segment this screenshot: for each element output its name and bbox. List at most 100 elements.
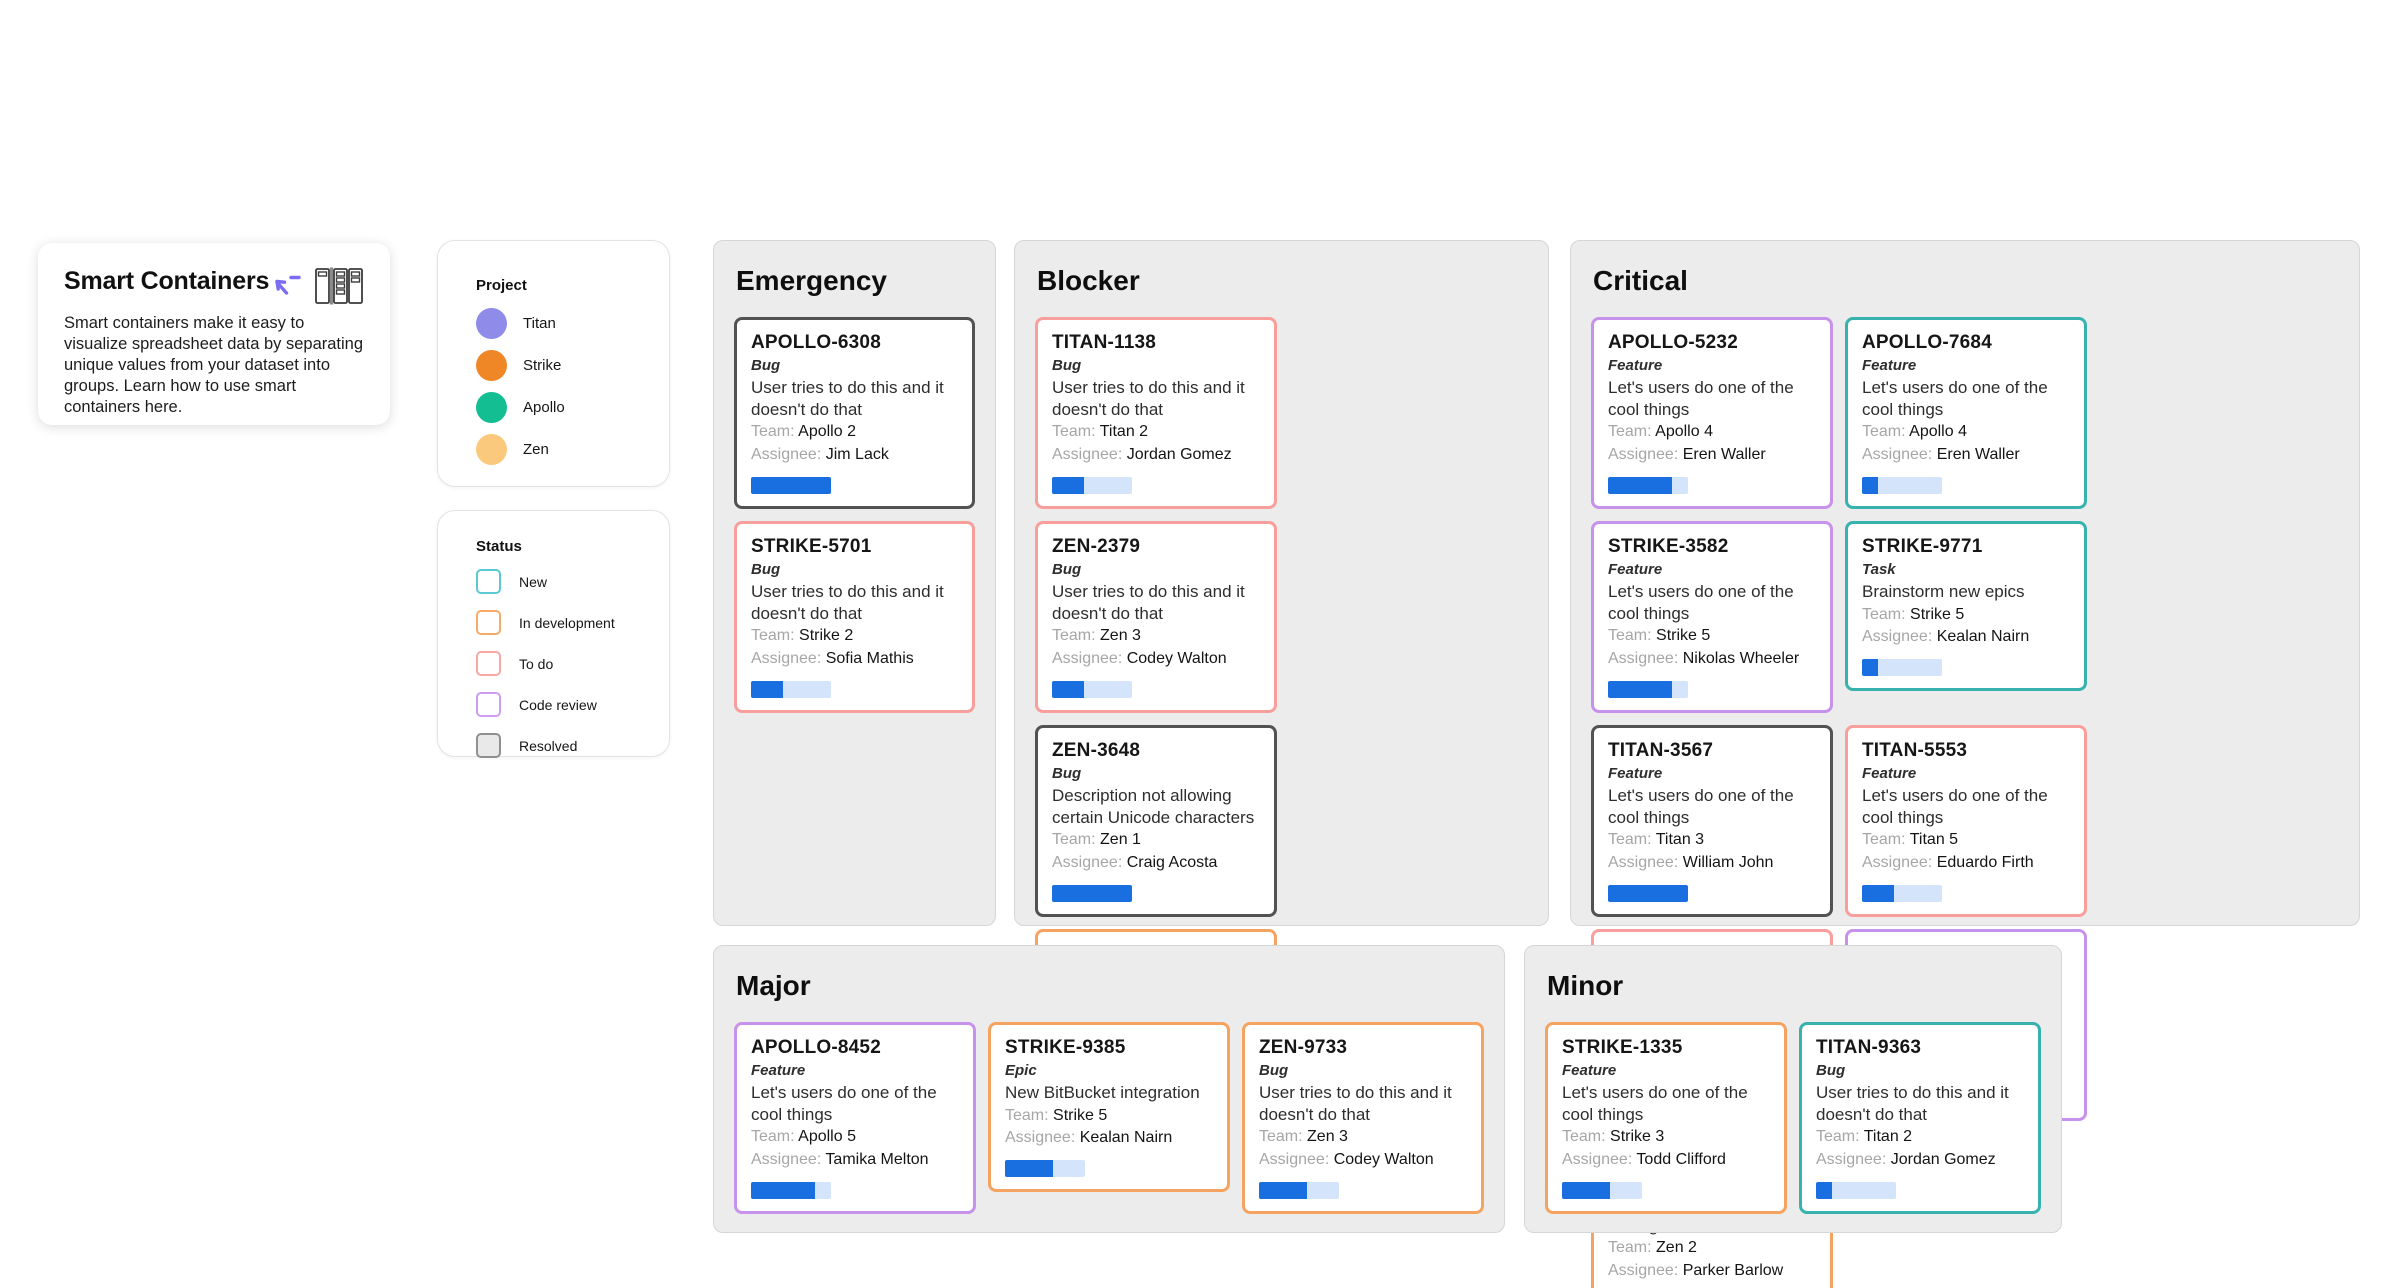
issue-type: Bug xyxy=(1816,1062,1846,1079)
issue-id: TITAN-9363 xyxy=(1816,1037,1922,1058)
group-minor: Minor STRIKE-1335 Feature Let's users do… xyxy=(1524,945,2062,1233)
team-label: Team: xyxy=(751,1128,795,1146)
assignee-value: Codey Walton xyxy=(1333,1150,1434,1168)
assignee-label: Assignee: xyxy=(1562,1150,1633,1168)
team-label: Team: xyxy=(1816,1128,1860,1146)
issue-card-apollo-5232[interactable]: APOLLO-5232 Feature Let's users do one o… xyxy=(1591,317,1833,509)
info-card-title: Smart Containers xyxy=(64,267,270,295)
progress-fill xyxy=(751,681,783,698)
assignee-value: Jim Lack xyxy=(825,445,889,463)
progress-fill xyxy=(1052,885,1132,902)
issue-id: ZEN-2379 xyxy=(1052,536,1141,557)
issue-type: Feature xyxy=(1608,357,1663,374)
strike-color-swatch xyxy=(476,350,507,381)
progress-fill xyxy=(1816,1182,1832,1199)
issue-type: Bug xyxy=(751,561,781,578)
issue-assignee: Assignee: Jordan Gomez xyxy=(1052,444,1260,465)
issue-card-titan-3567[interactable]: TITAN-3567 Feature Let's users do one of… xyxy=(1591,725,1833,917)
team-label: Team: xyxy=(1005,1106,1049,1124)
issue-card-apollo-7684[interactable]: APOLLO-7684 Feature Let's users do one o… xyxy=(1845,317,2087,509)
issue-card-strike-9385[interactable]: STRIKE-9385 Epic New BitBucket integrati… xyxy=(988,1022,1230,1192)
assignee-label: Assignee: xyxy=(751,445,822,463)
group-title: Blocker xyxy=(1037,265,1140,296)
issue-team: Team: Strike 5 xyxy=(1608,625,1816,646)
assignee-label: Assignee: xyxy=(1862,628,1933,646)
status-legend: Status New In development To do Code rev… xyxy=(437,510,670,758)
legend-label: Apollo xyxy=(523,399,565,416)
group-emergency: Emergency APOLLO-6308 Bug User tries to … xyxy=(713,240,996,926)
group-critical: Critical APOLLO-5232 Feature Let's users… xyxy=(1570,240,2360,1288)
new-status-swatch xyxy=(476,569,501,594)
issue-id: STRIKE-9385 xyxy=(1005,1037,1126,1058)
progress-fill xyxy=(1608,885,1688,902)
titan-color-swatch xyxy=(476,308,507,339)
issue-assignee: Assignee: William John xyxy=(1608,852,1816,873)
progress-bar xyxy=(1816,1182,1896,1199)
legend-item-zen: Zen xyxy=(476,434,669,465)
issue-card-zen-3648[interactable]: ZEN-3648 Bug Description not allowing ce… xyxy=(1035,725,1277,917)
progress-bar xyxy=(1052,885,1132,902)
issue-description: User tries to do this and it doesn't do … xyxy=(751,582,944,623)
legend-item-resolved: Resolved xyxy=(476,733,669,758)
issue-assignee: Assignee: Jim Lack xyxy=(751,444,958,465)
issue-card-apollo-6308[interactable]: APOLLO-6308 Bug User tries to do this an… xyxy=(734,317,975,509)
progress-bar xyxy=(1052,681,1132,698)
issue-assignee: Assignee: Kealan Nairn xyxy=(1005,1127,1213,1148)
assignee-label: Assignee: xyxy=(1052,445,1123,463)
issue-card-strike-3582[interactable]: STRIKE-3582 Feature Let's users do one o… xyxy=(1591,521,1833,713)
team-value: Titan 3 xyxy=(1655,831,1705,849)
legend-label: To do xyxy=(519,655,554,672)
legend-label: Code review xyxy=(519,696,597,713)
group-major: Major APOLLO-8452 Feature Let's users do… xyxy=(713,945,1505,1233)
assignee-value: Eren Waller xyxy=(1682,445,1766,463)
issue-team: Team: Zen 2 xyxy=(1608,1237,1816,1258)
progress-bar xyxy=(1259,1182,1339,1199)
team-value: Titan 2 xyxy=(1863,1128,1913,1146)
issue-id: APOLLO-5232 xyxy=(1608,332,1738,353)
zen-color-swatch xyxy=(476,434,507,465)
issue-id: TITAN-3567 xyxy=(1608,740,1714,761)
progress-fill xyxy=(1562,1182,1610,1199)
code-review-status-swatch xyxy=(476,692,501,717)
issue-team: Team: Apollo 5 xyxy=(751,1126,959,1147)
issue-id: APOLLO-7684 xyxy=(1862,332,1992,353)
issue-team: Team: Zen 1 xyxy=(1052,829,1260,850)
smart-containers-info-card: Smart Containers Smart conta xyxy=(38,243,390,425)
issue-card-strike-5701[interactable]: STRIKE-5701 Bug User tries to do this an… xyxy=(734,521,975,713)
issue-team: Team: Titan 5 xyxy=(1862,829,2070,850)
issue-team: Team: Apollo 2 xyxy=(751,421,958,442)
issue-card-strike-1335[interactable]: STRIKE-1335 Feature Let's users do one o… xyxy=(1545,1022,1787,1214)
progress-bar xyxy=(1862,659,1942,676)
issue-card-zen-9733[interactable]: ZEN-9733 Bug User tries to do this and i… xyxy=(1242,1022,1484,1214)
issue-card-titan-5553[interactable]: TITAN-5553 Feature Let's users do one of… xyxy=(1845,725,2087,917)
issue-team: Team: Strike 5 xyxy=(1005,1105,1213,1126)
issue-description: Let's users do one of the cool things xyxy=(751,1083,937,1124)
issue-team: Team: Titan 2 xyxy=(1052,421,1260,442)
card-list: APOLLO-6308 Bug User tries to do this an… xyxy=(734,317,975,713)
assignee-label: Assignee: xyxy=(1608,649,1679,667)
progress-fill xyxy=(1608,477,1672,494)
issue-type: Bug xyxy=(1052,561,1082,578)
issue-description: Let's users do one of the cool things xyxy=(1608,786,1794,827)
issue-team: Team: Strike 2 xyxy=(751,625,958,646)
issue-assignee: Assignee: Codey Walton xyxy=(1259,1149,1467,1170)
assignee-value: Todd Clifford xyxy=(1636,1150,1726,1168)
issue-card-titan-9363[interactable]: TITAN-9363 Bug User tries to do this and… xyxy=(1799,1022,2041,1214)
issue-card-zen-2379[interactable]: ZEN-2379 Bug User tries to do this and i… xyxy=(1035,521,1277,713)
team-value: Apollo 2 xyxy=(798,423,856,441)
legend-item-to-do: To do xyxy=(476,651,669,676)
progress-bar xyxy=(1862,477,1942,494)
issue-assignee: Assignee: Parker Barlow xyxy=(1608,1260,1816,1281)
team-label: Team: xyxy=(1862,831,1906,849)
issue-card-strike-9771[interactable]: STRIKE-9771 Task Brainstorm new epics Te… xyxy=(1845,521,2087,691)
assignee-value: Codey Walton xyxy=(1126,649,1227,667)
team-label: Team: xyxy=(1608,831,1652,849)
legend-label: Resolved xyxy=(519,737,578,754)
team-value: Apollo 4 xyxy=(1655,423,1713,441)
team-label: Team: xyxy=(1052,831,1096,849)
team-value: Apollo 4 xyxy=(1909,423,1967,441)
issue-description: New BitBucket integration xyxy=(1005,1083,1200,1102)
legend-item-in-development: In development xyxy=(476,610,669,635)
issue-card-titan-1138[interactable]: TITAN-1138 Bug User tries to do this and… xyxy=(1035,317,1277,509)
issue-card-apollo-8452[interactable]: APOLLO-8452 Feature Let's users do one o… xyxy=(734,1022,976,1214)
